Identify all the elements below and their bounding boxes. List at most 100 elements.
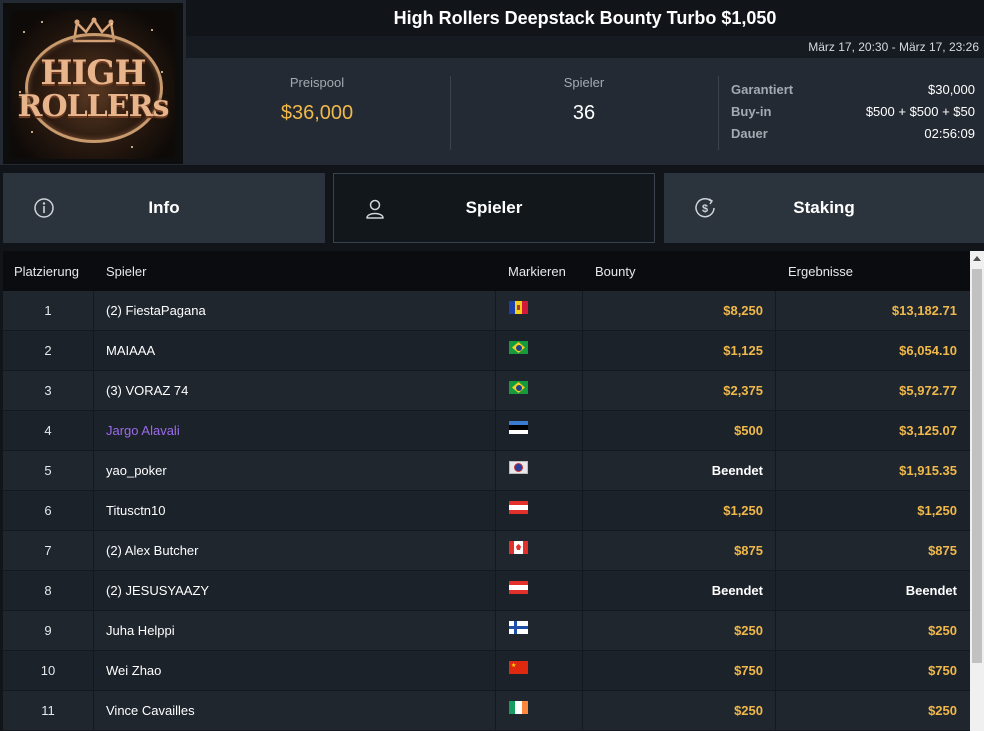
result-cell: $750	[928, 663, 957, 678]
divider	[582, 651, 583, 691]
table-row[interactable]: 2 MAIAAA $1,125 $6,054.10	[3, 331, 970, 371]
divider	[93, 451, 94, 491]
divider	[93, 691, 94, 731]
brazil-flag-icon	[509, 341, 528, 354]
result-cell: $1,915.35	[899, 463, 957, 478]
divider	[775, 331, 776, 371]
table-row[interactable]: 11 Vince Cavailles $250 $250	[3, 691, 970, 731]
divider	[495, 691, 496, 731]
divider	[93, 491, 94, 531]
divider	[93, 331, 94, 371]
table-row[interactable]: 5 yao_poker Beendet $1,915.35	[3, 451, 970, 491]
col-rank-header[interactable]: Platzierung	[14, 264, 80, 279]
table-row[interactable]: 1 (2) FiestaPagana $8,250 $13,182.71	[3, 291, 970, 331]
result-cell: $1,250	[917, 503, 957, 518]
divider	[93, 371, 94, 411]
tab-staking[interactable]: $ Staking	[664, 173, 984, 243]
divider	[93, 611, 94, 651]
divider	[582, 331, 583, 371]
table-row[interactable]: 7 (2) Alex Butcher $875 $875	[3, 531, 970, 571]
scrollbar[interactable]	[970, 251, 984, 731]
divider	[495, 571, 496, 611]
player-name[interactable]: MAIAAA	[106, 343, 156, 358]
divider	[93, 531, 94, 571]
table-row[interactable]: 9 Juha Helppi $250 $250	[3, 611, 970, 651]
table-row[interactable]: 6 Titusctn10 $1,250 $1,250	[3, 491, 970, 531]
result-cell: $5,972.77	[899, 383, 957, 398]
bounty-cell: $250	[734, 703, 763, 718]
divider	[775, 291, 776, 331]
prize-pool-stat: Preispool $36,000	[186, 75, 448, 125]
logo-text-rollers: ROLLERs	[17, 89, 170, 124]
result-cell: Beendet	[905, 583, 957, 598]
col-player-header[interactable]: Spieler	[106, 264, 147, 279]
player-name[interactable]: Juha Helppi	[106, 623, 175, 638]
taiwan-flag-icon	[509, 461, 528, 474]
svg-text:$: $	[702, 203, 708, 215]
divider	[775, 691, 776, 731]
divider	[582, 291, 583, 331]
divider	[495, 451, 496, 491]
player-name[interactable]: yao_poker	[106, 463, 167, 478]
canada-flag-icon	[509, 541, 528, 554]
detail-label: Garantiert	[731, 82, 794, 97]
col-flag-header[interactable]: Markieren	[508, 264, 566, 279]
rank-cell: 4	[44, 423, 52, 438]
china-flag-icon: ★	[509, 661, 528, 674]
divider	[93, 651, 94, 691]
table-row[interactable]: 4 Jargo Alavali $500 $3,125.07	[3, 411, 970, 451]
tab-info[interactable]: Info	[3, 173, 325, 243]
divider	[93, 291, 94, 331]
divider	[582, 691, 583, 731]
bounty-cell: Beendet	[711, 583, 763, 598]
rank-cell: 8	[44, 583, 52, 598]
result-cell: $875	[928, 543, 957, 558]
divider	[495, 611, 496, 651]
tournament-header: HIGH ROLLERs High Rollers Deepstack Boun…	[0, 0, 984, 165]
player-name[interactable]: (3) VORAZ 74	[106, 383, 189, 398]
tournament-logo: HIGH ROLLERs	[3, 3, 183, 164]
col-result-header[interactable]: Ergebnisse	[788, 264, 854, 279]
scroll-up-arrow-icon[interactable]	[973, 256, 981, 261]
player-name[interactable]: (2) FiestaPagana	[106, 303, 206, 318]
scrollbar-thumb[interactable]	[972, 269, 982, 663]
detail-duration: Dauer 02:56:09	[731, 126, 975, 148]
divider	[93, 571, 94, 611]
col-bounty-header[interactable]: Bounty	[595, 264, 636, 279]
player-name[interactable]: Vince Cavailles	[106, 703, 195, 718]
divider	[775, 651, 776, 691]
result-cell: $3,125.07	[899, 423, 957, 438]
detail-value: 02:56:09	[924, 126, 975, 141]
tab-players-label: Spieler	[465, 198, 523, 217]
tournament-details: Garantiert $30,000 Buy-in $500 + $500 + …	[731, 82, 975, 148]
tab-players[interactable]: Spieler	[333, 173, 655, 243]
players-table: Platzierung Spieler Markieren Bounty Erg…	[3, 251, 970, 731]
logo-text-high: HIGH	[40, 53, 146, 93]
divider	[495, 371, 496, 411]
tournament-title: High Rollers Deepstack Bounty Turbo $1,0…	[393, 7, 777, 28]
estonia-flag-icon	[509, 421, 528, 434]
table-row[interactable]: 8 (2) JESUSYAAZY Beendet Beendet	[3, 571, 970, 611]
ireland-flag-icon	[509, 701, 528, 714]
player-name[interactable]: (2) JESUSYAAZY	[106, 583, 210, 598]
table-row[interactable]: 3 (3) VORAZ 74 $2,375 $5,972.77	[3, 371, 970, 411]
result-cell: $250	[928, 623, 957, 638]
rank-cell: 11	[41, 703, 55, 718]
player-name[interactable]: Titusctn10	[106, 503, 166, 518]
detail-guaranteed: Garantiert $30,000	[731, 82, 975, 104]
detail-value: $500 + $500 + $50	[865, 104, 975, 119]
result-cell: $250	[928, 703, 957, 718]
player-name[interactable]: Jargo Alavali	[106, 423, 180, 438]
date-bar: März 17, 20:30 - März 17, 23:26	[186, 36, 984, 58]
player-name[interactable]: Wei Zhao	[106, 663, 162, 678]
player-name[interactable]: (2) Alex Butcher	[106, 543, 199, 558]
rank-cell: 5	[44, 463, 52, 478]
bounty-cell: $1,250	[723, 503, 763, 518]
divider	[775, 371, 776, 411]
rank-cell: 7	[44, 543, 52, 558]
players-value: 36	[572, 102, 596, 124]
user-icon	[366, 199, 384, 219]
table-row[interactable]: 10 Wei Zhao ★ $750 $750	[3, 651, 970, 691]
detail-value: $30,000	[928, 82, 975, 97]
players-label: Spieler	[563, 75, 605, 90]
